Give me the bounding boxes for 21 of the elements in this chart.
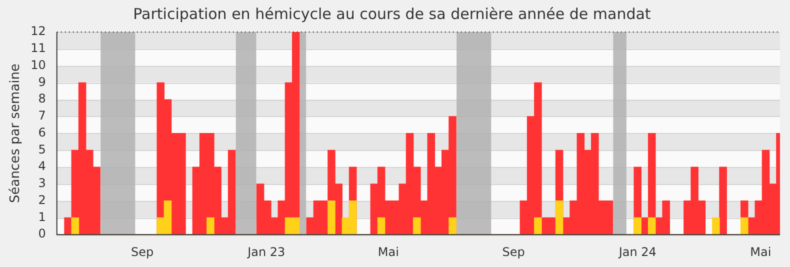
x-tick-label: Sep: [502, 244, 525, 259]
y-tick-label: 3: [38, 176, 46, 190]
y-tick-label: 6: [38, 125, 46, 140]
x-tick-label: Mai: [750, 244, 772, 259]
y-tick-label: 10: [30, 58, 46, 72]
y-axis-title: Séances par semaine: [8, 64, 24, 204]
chart-title: Participation en hémicycle au cours de sa dernière année de mandat: [133, 4, 651, 23]
x-tick-label: Jan 23: [246, 244, 286, 259]
x-tick-label: Sep: [130, 244, 154, 259]
y-tick-label: 5: [38, 142, 46, 156]
y-tick-label: 0: [38, 226, 46, 241]
y-tick-label: 11: [30, 41, 46, 56]
y-tick-label: 2: [38, 192, 46, 207]
y-tick-label: 4: [38, 159, 46, 174]
y-tick-label: 8: [38, 92, 46, 106]
y-tick-label: 1: [38, 210, 46, 224]
x-tick-label: Mai: [378, 244, 399, 259]
y-tick-label: 7: [38, 108, 46, 123]
x-tick-label: Jan 24: [618, 244, 656, 259]
y-tick-label: 12: [30, 24, 46, 38]
y-tick-label: 9: [38, 74, 46, 89]
